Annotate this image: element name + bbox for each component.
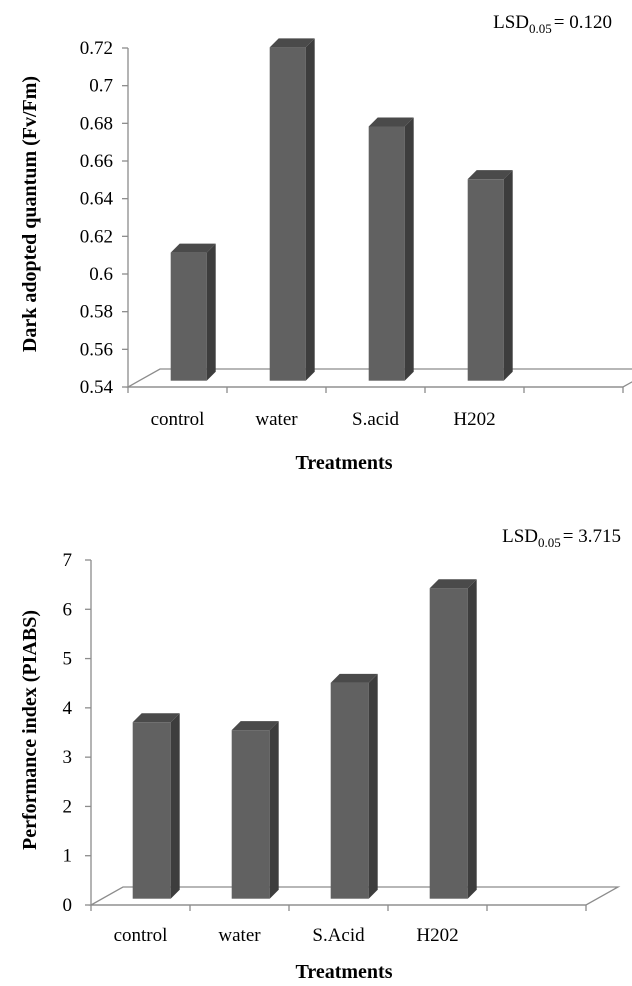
bar-control bbox=[170, 243, 216, 381]
bar-side bbox=[467, 579, 477, 899]
x-axis-label: Treatments bbox=[295, 452, 392, 474]
bar-water bbox=[231, 721, 279, 899]
y-tick-label: 0.54 bbox=[80, 377, 114, 398]
bar-top bbox=[269, 38, 315, 48]
bar-front bbox=[170, 252, 207, 381]
bar-side bbox=[368, 673, 378, 899]
y-tick-label: 2 bbox=[63, 796, 73, 817]
x-axis-label: Treatments bbox=[295, 961, 392, 983]
bar-side bbox=[305, 38, 315, 381]
y-tick-label: 0.58 bbox=[80, 302, 113, 323]
bar-front bbox=[429, 588, 468, 899]
x-category-label: S.Acid bbox=[312, 925, 365, 946]
y-tick-label: 0.68 bbox=[80, 113, 113, 134]
bar-side bbox=[404, 117, 414, 381]
bar-top bbox=[330, 673, 378, 683]
y-tick-label: 5 bbox=[63, 649, 73, 670]
bar-top bbox=[467, 170, 513, 180]
bar-top bbox=[368, 117, 414, 127]
lsd-subscript: 0.05 bbox=[529, 21, 552, 36]
x-category-label: control bbox=[151, 409, 205, 430]
lsd-annotation: LSD0.05 = 0.120 bbox=[493, 12, 612, 36]
y-tick-label: 1 bbox=[63, 846, 73, 867]
y-tick-label: 0.72 bbox=[80, 38, 113, 59]
bar-control bbox=[132, 713, 180, 899]
bar-top bbox=[429, 579, 477, 589]
lsd-prefix: LSD bbox=[502, 526, 538, 547]
y-axis-label: Dark adopted quantum (Fv/Fm) bbox=[19, 76, 41, 352]
lsd-value: = 3.715 bbox=[563, 526, 621, 547]
bar-h202 bbox=[467, 170, 513, 381]
lsd-prefix: LSD bbox=[493, 12, 529, 33]
y-tick-label: 4 bbox=[63, 698, 73, 719]
y-tick-label: 0.7 bbox=[89, 76, 113, 97]
bar-side bbox=[269, 721, 279, 899]
bar-h202 bbox=[429, 579, 477, 899]
x-category-label: water bbox=[218, 925, 261, 946]
bar-front bbox=[132, 722, 171, 899]
bar-front bbox=[231, 730, 270, 899]
x-category-label: H202 bbox=[416, 925, 458, 946]
y-tick-label: 0.66 bbox=[80, 151, 113, 172]
y-axis-label: Performance index (PIABS) bbox=[19, 610, 41, 850]
y-tick-label: 0.6 bbox=[89, 264, 113, 285]
bar-front bbox=[368, 126, 405, 381]
bar-front bbox=[269, 47, 306, 381]
x-category-label: water bbox=[255, 409, 298, 430]
y-tick-label: 0.56 bbox=[80, 339, 113, 360]
lsd-annotation: LSD0.05 = 3.715 bbox=[502, 526, 621, 550]
bar-top bbox=[231, 721, 279, 731]
bar-top bbox=[132, 713, 180, 723]
lsd-value: = 0.120 bbox=[554, 12, 612, 33]
y-tick-label: 0 bbox=[63, 895, 73, 916]
bar-side bbox=[503, 170, 513, 381]
x-category-label: S.acid bbox=[352, 409, 399, 430]
bar-s-acid bbox=[330, 673, 378, 899]
y-tick-label: 6 bbox=[63, 599, 73, 620]
y-tick-label: 3 bbox=[63, 747, 73, 768]
bar-top bbox=[170, 243, 216, 253]
bar-side bbox=[206, 243, 216, 381]
bar-front bbox=[330, 682, 369, 899]
lsd-subscript: 0.05 bbox=[538, 535, 561, 550]
bar-s-acid bbox=[368, 117, 414, 381]
y-tick-label: 0.62 bbox=[80, 226, 113, 247]
bar-side bbox=[170, 713, 180, 899]
y-tick-label: 0.64 bbox=[80, 189, 114, 210]
chart-dark-adopted-quantum: LSD0.05 = 0.120 Dark adopted quantum (Fv/… bbox=[19, 12, 632, 474]
x-category-label: H202 bbox=[453, 409, 495, 430]
chart-performance-index: LSD0.05 = 3.715 Performance index (PIABS)… bbox=[19, 526, 621, 983]
x-category-label: control bbox=[114, 925, 168, 946]
bar-water bbox=[269, 38, 315, 381]
bar-front bbox=[467, 179, 504, 381]
y-tick-label: 7 bbox=[63, 550, 73, 571]
